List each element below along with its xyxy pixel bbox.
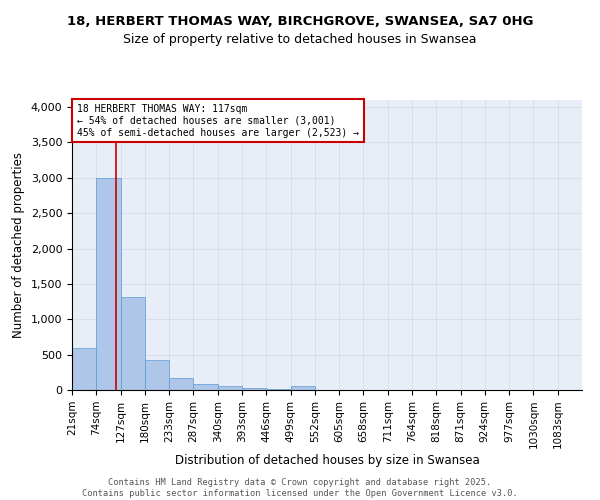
Text: 18 HERBERT THOMAS WAY: 117sqm
← 54% of detached houses are smaller (3,001)
45% o: 18 HERBERT THOMAS WAY: 117sqm ← 54% of d… (77, 104, 359, 138)
Bar (121, 296, 145, 390)
Y-axis label: Number of detached properties: Number of detached properties (12, 152, 25, 338)
Bar (193, 384, 218, 390)
Bar (169, 378, 193, 390)
Text: Size of property relative to detached houses in Swansea: Size of property relative to detached ho… (123, 32, 477, 46)
X-axis label: Distribution of detached houses by size in Swansea: Distribution of detached houses by size … (175, 454, 479, 467)
Bar (96, 178, 121, 390)
Bar (218, 386, 242, 390)
Text: Contains HM Land Registry data © Crown copyright and database right 2025.
Contai: Contains HM Land Registry data © Crown c… (82, 478, 518, 498)
Bar (145, 360, 169, 390)
Bar (72, 348, 96, 390)
Bar (290, 386, 315, 390)
Bar (242, 388, 266, 390)
Text: 18, HERBERT THOMAS WAY, BIRCHGROVE, SWANSEA, SA7 0HG: 18, HERBERT THOMAS WAY, BIRCHGROVE, SWAN… (67, 15, 533, 28)
